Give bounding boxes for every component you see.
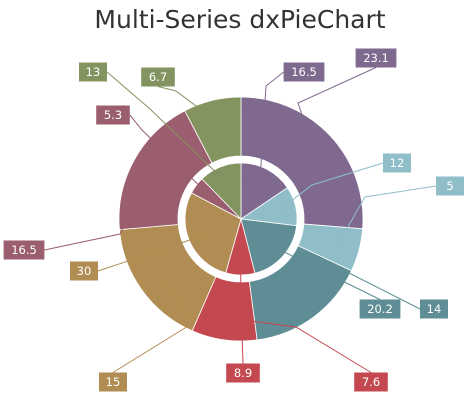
inner-slice-2[interactable]	[240, 218, 298, 274]
inner-label-5: 5.3	[104, 108, 122, 122]
inner-connector-1	[279, 162, 384, 211]
outer-connector-2	[299, 271, 421, 310]
outer-ring	[118, 96, 364, 342]
outer-label-box-6	[141, 67, 175, 87]
inner-label-1: 12	[390, 156, 405, 170]
inner-label-box-6	[79, 62, 107, 82]
outer-label-2: 14	[427, 302, 442, 316]
inner-label-4: 30	[77, 264, 92, 278]
inner-label-6: 13	[86, 65, 101, 79]
inner-connector-5	[129, 114, 210, 196]
inner-label-0: 16.5	[291, 65, 317, 79]
inner-connector-4	[97, 234, 205, 272]
outer-label-6: 6.7	[149, 70, 167, 84]
outer-label-box-4	[99, 372, 127, 392]
inner-connector-3	[240, 258, 244, 364]
inner-connector-2	[270, 244, 381, 300]
inner-label-3: 8.9	[234, 366, 252, 380]
outer-connector-1	[337, 185, 437, 245]
outer-connector-3	[227, 317, 372, 373]
inner-connector-6	[106, 71, 227, 183]
inner-slice-0[interactable]	[240, 162, 289, 220]
outer-label-box-5	[3, 240, 45, 260]
outer-label-3: 7.6	[362, 375, 380, 389]
outer-connector-5	[44, 170, 154, 251]
inner-label-box-0	[283, 62, 325, 82]
outer-connector-4	[112, 277, 194, 373]
inner-label-box-3	[226, 363, 260, 383]
outer-slice-6[interactable]	[184, 96, 242, 164]
outer-connector-6	[157, 86, 218, 123]
outer-label-4: 15	[106, 375, 121, 389]
inner-label-box-2	[359, 299, 401, 319]
outer-connector-0	[297, 67, 377, 152]
outer-label-0: 23.1	[363, 51, 389, 65]
label-connectors	[44, 67, 437, 373]
inner-label-box-1	[383, 153, 411, 173]
inner-label-2: 20.2	[367, 302, 393, 316]
inner-label-box-4	[70, 261, 98, 281]
outer-label-box-1	[436, 176, 464, 196]
chart-title: Multi-Series dxPieChart	[94, 5, 385, 34]
outer-label-box-3	[354, 372, 388, 392]
data-labels: 23.1 5 14 7.6 15 16.5 6.7 16.5 12 20.2 8.9 30 5.3 13	[3, 48, 464, 392]
inner-ring	[184, 162, 298, 276]
outer-label-5: 16.5	[11, 243, 37, 257]
outer-label-1: 5	[446, 179, 453, 193]
inner-label-box-5	[96, 105, 130, 125]
inner-slice-4[interactable]	[184, 192, 242, 274]
inner-slice-6[interactable]	[201, 162, 242, 220]
outer-label-box-0	[355, 48, 397, 68]
outer-slice-0[interactable]	[240, 96, 364, 230]
outer-label-box-2	[420, 299, 448, 319]
inner-connector-0	[259, 71, 284, 184]
